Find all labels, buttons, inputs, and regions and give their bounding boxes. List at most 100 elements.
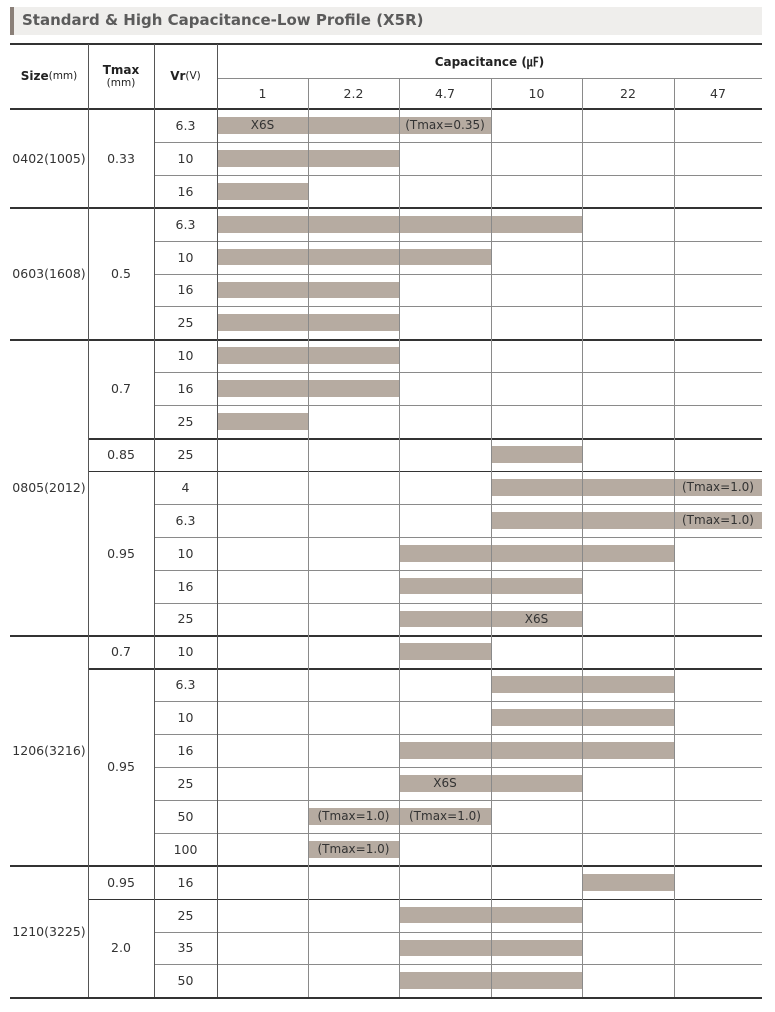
capacitance-bar (399, 939, 582, 957)
vr-cell: 6.3 (175, 117, 196, 133)
capacitance-bar (399, 577, 582, 595)
capacitance-bar (399, 742, 674, 759)
tmax-cell: 0.5 (111, 265, 131, 281)
vr-cell: 16 (177, 874, 194, 890)
capacitance-header: Capacitance (㎌) (217, 44, 762, 78)
bar-label: X6S (250, 118, 275, 133)
group-rule (10, 338, 762, 341)
tmax-header-label: Tmax (102, 63, 140, 77)
col-rule (154, 44, 155, 998)
vr-cell: 10 (177, 249, 194, 265)
vr-cell: 6.3 (175, 512, 196, 528)
size-cell: 0402(1005) (12, 150, 86, 166)
cap-col-header: 22 (620, 85, 636, 101)
vr-cell: 10 (177, 150, 194, 166)
title-accent (10, 7, 14, 35)
bar-label: (Tmax=1.0) (317, 842, 390, 857)
cap-col-rule (399, 78, 400, 998)
cap-col-header: 2.2 (343, 85, 364, 101)
vr-cell: 35 (177, 940, 194, 956)
capacitance-bar (217, 413, 308, 430)
subgroup-rule (88, 438, 762, 440)
vr-cell: 25 (177, 446, 194, 462)
capacitance-bar (491, 511, 762, 529)
size-cell: 0603(1608) (12, 265, 86, 281)
vr-cell: 25 (177, 775, 194, 791)
group-rule (10, 865, 762, 868)
row-rule (154, 141, 762, 143)
subgroup-rule (88, 898, 762, 901)
header-bottom-rule (10, 108, 762, 110)
row-rule (154, 372, 762, 374)
capacitance-bar (308, 840, 399, 858)
vr-header-unit: (V) (185, 70, 201, 82)
size-header-label: Size (20, 69, 49, 83)
tmax-cell: 0.95 (107, 545, 135, 561)
vr-cell: 16 (177, 743, 194, 759)
capacitance-bar (399, 544, 674, 562)
tmax-cell: 0.95 (107, 874, 135, 890)
bar-label: (Tmax=1.0) (409, 809, 481, 824)
vr-cell: 10 (177, 644, 194, 660)
cap-col-rule (308, 78, 309, 998)
size-cell: 1206(3216) (12, 743, 86, 759)
group-rule (10, 207, 762, 210)
vr-cell: 25 (177, 315, 194, 331)
row-rule (154, 701, 762, 703)
cap-col-header: 4.7 (435, 85, 455, 101)
capacitance-bar (491, 446, 582, 463)
bar-label: (Tmax=1.0) (317, 809, 390, 824)
bar-label: (Tmax=1.0) (682, 480, 754, 495)
row-rule (154, 240, 762, 242)
tmax-header: Tmax (mm) (88, 44, 154, 108)
cap-col-header: 10 (528, 85, 545, 101)
subgroup-rule (88, 470, 762, 473)
cap-col-rule (582, 78, 583, 998)
row-rule (154, 174, 762, 176)
vr-cell: 16 (177, 282, 194, 298)
subgroup-rule (88, 668, 762, 670)
group-rule (10, 634, 762, 637)
row-rule (154, 503, 762, 505)
cap-col-rule (674, 78, 675, 998)
tmax-cell: 2.0 (111, 940, 131, 956)
vr-cell: 6.3 (175, 216, 196, 232)
vr-header: Vr (V) (154, 44, 217, 108)
vr-cell: 6.3 (175, 677, 196, 693)
vr-cell: 16 (177, 381, 194, 397)
tmax-cell: 0.7 (111, 381, 131, 397)
row-rule (154, 536, 762, 538)
capacitance-bar (399, 643, 491, 661)
capacitance-bar (399, 610, 582, 628)
cap-col-header: 1 (258, 85, 267, 101)
tmax-cell: 0.33 (107, 150, 135, 166)
cap-col-rule (491, 78, 492, 998)
row-rule (154, 273, 762, 275)
vr-cell: 10 (177, 348, 194, 364)
row-rule (154, 734, 762, 736)
vr-cell: 10 (177, 545, 194, 561)
vr-cell: 16 (177, 578, 194, 594)
capacitance-bar (308, 807, 399, 825)
group-rule (10, 996, 762, 999)
row-rule (154, 964, 762, 966)
row-rule (154, 767, 762, 768)
vr-cell: 16 (177, 183, 194, 199)
capacitance-bar (582, 873, 674, 891)
vr-cell: 25 (177, 611, 194, 627)
row-rule (154, 832, 762, 834)
table-top-rule (10, 43, 762, 45)
capacitance-bar (399, 972, 582, 990)
vr-cell: 100 (173, 841, 198, 857)
tmax-cell: 0.85 (107, 446, 135, 462)
bar-label: X6S (524, 611, 549, 626)
capacitance-bar (217, 117, 491, 134)
capacitance-bar (217, 248, 491, 266)
size-cell: 0805(2012) (12, 479, 86, 495)
capacitance-bar (491, 478, 762, 496)
vr-cell: 10 (177, 710, 194, 726)
row-rule (154, 799, 762, 801)
vr-cell: 25 (177, 907, 194, 923)
vr-cell: 50 (177, 973, 194, 989)
